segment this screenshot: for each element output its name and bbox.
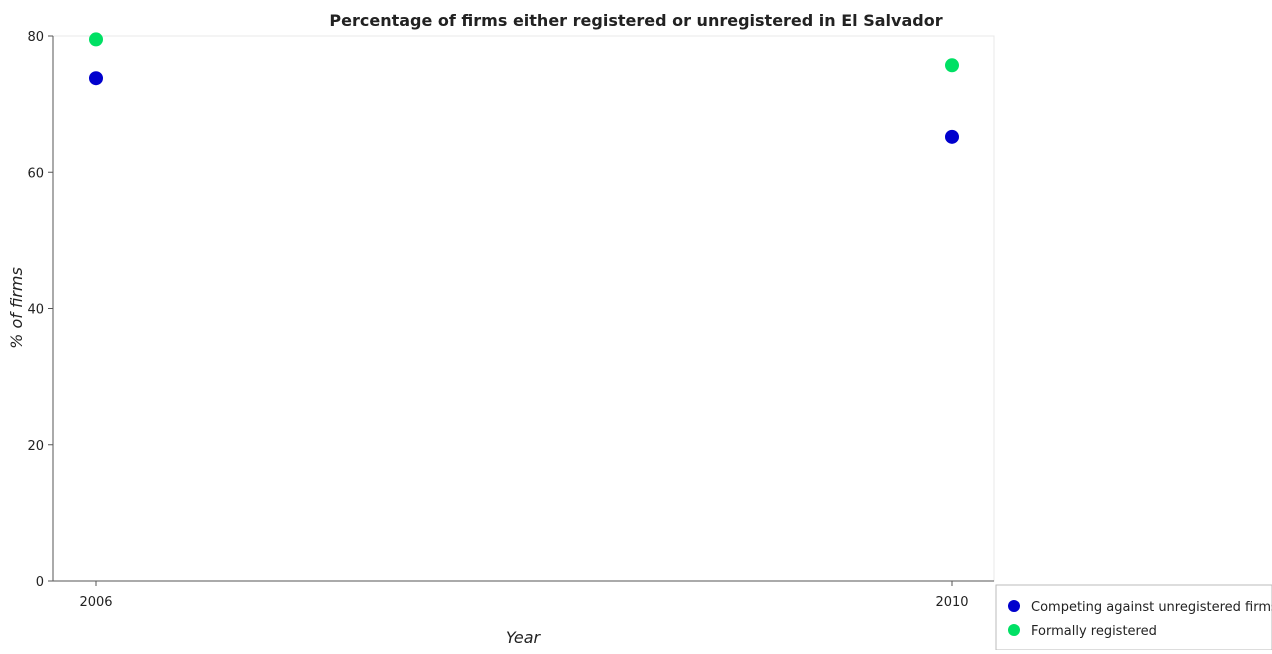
- y-tick-label: 80: [27, 30, 44, 45]
- data-points: [89, 32, 959, 144]
- y-axis-label: % of firms: [7, 267, 26, 349]
- data-point: [945, 129, 959, 144]
- legend-marker: [1008, 624, 1020, 636]
- x-ticks: 2006 2010: [79, 581, 969, 610]
- chart-title: Percentage of firms either registered or…: [329, 11, 942, 30]
- x-tick-label: 2010: [935, 595, 968, 610]
- plot-area: [52, 35, 995, 582]
- y-tick-label: 60: [27, 166, 44, 181]
- y-ticks: 0 20 40 60 80: [27, 30, 53, 590]
- x-axis-label: Year: [506, 628, 542, 647]
- legend-marker: [1008, 600, 1020, 612]
- data-point: [945, 58, 959, 73]
- legend: Competing against unregistered firms Form…: [995, 584, 1272, 651]
- y-tick-label: 20: [27, 439, 44, 454]
- legend-label: Competing against unregistered firms: [1031, 600, 1272, 615]
- y-tick-label: 0: [36, 575, 44, 590]
- y-tick-label: 40: [27, 303, 44, 318]
- data-point: [89, 32, 103, 47]
- legend-box: [995, 584, 1272, 651]
- x-tick-label: 2006: [79, 595, 112, 610]
- data-point: [89, 71, 103, 86]
- legend-label: Formally registered: [1031, 624, 1157, 639]
